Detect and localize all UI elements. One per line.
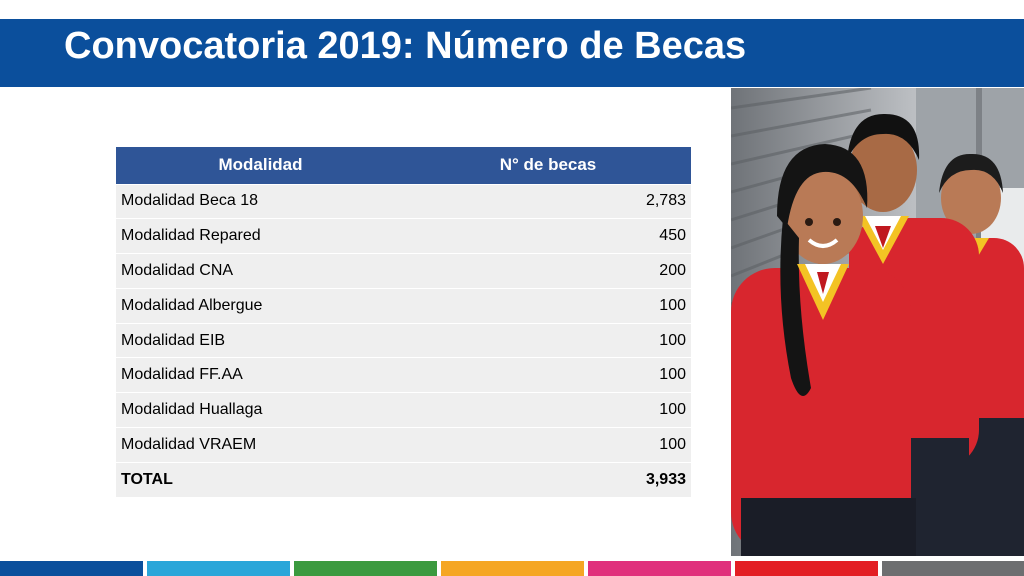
row-value: 100	[405, 357, 691, 393]
row-value: 100	[405, 427, 691, 463]
row-value: 450	[405, 218, 691, 254]
strip-segment-blue	[0, 561, 143, 576]
row-label: Modalidad Beca 18	[116, 183, 405, 219]
header-modalidad: Modalidad	[116, 147, 405, 184]
strip-segment-red	[735, 561, 878, 576]
row-label: Modalidad Huallaga	[116, 392, 405, 428]
strip-segment-pink	[588, 561, 731, 576]
row-label: Modalidad FF.AA	[116, 357, 405, 393]
title-bar: Convocatoria 2019: Número de Becas	[0, 19, 1024, 87]
header-numero-becas: N° de becas	[405, 147, 691, 184]
row-label: Modalidad VRAEM	[116, 427, 405, 463]
row-value: 100	[405, 287, 691, 324]
table-row: Modalidad Huallaga 100	[116, 392, 691, 428]
students-photo-illustration	[731, 88, 1024, 556]
row-label: Modalidad CNA	[116, 253, 405, 289]
table-row: Modalidad CNA 200	[116, 253, 691, 289]
table-row: Modalidad VRAEM 100	[116, 427, 691, 463]
table-row: Modalidad EIB 100	[116, 322, 691, 358]
row-value: 200	[405, 253, 691, 289]
total-value: 3,933	[405, 461, 691, 498]
students-photo	[731, 88, 1024, 556]
row-value: 2,783	[405, 183, 691, 219]
row-value: 100	[405, 322, 691, 358]
strip-segment-green	[294, 561, 437, 576]
table-row: Modalidad Beca 18 2,783	[116, 183, 691, 219]
table-row: Modalidad FF.AA 100	[116, 357, 691, 393]
row-label: Modalidad Albergue	[116, 287, 405, 324]
row-label: Modalidad Repared	[116, 218, 405, 254]
becas-table: Modalidad N° de becas Modalidad Beca 18 …	[116, 147, 691, 498]
strip-segment-cyan	[147, 561, 290, 576]
becas-table-container: Modalidad N° de becas Modalidad Beca 18 …	[116, 147, 691, 498]
strip-segment-gray	[882, 561, 1024, 576]
row-value: 100	[405, 392, 691, 428]
strip-segment-orange	[441, 561, 584, 576]
total-label: TOTAL	[116, 461, 405, 498]
table-row: Modalidad Repared 450	[116, 218, 691, 254]
table-header-row: Modalidad N° de becas	[116, 147, 691, 184]
row-label: Modalidad EIB	[116, 322, 405, 358]
color-strip	[0, 561, 1024, 576]
slide-title: Convocatoria 2019: Número de Becas	[64, 25, 747, 67]
table-total-row: TOTAL 3,933	[116, 461, 691, 498]
table-row: Modalidad Albergue 100	[116, 287, 691, 324]
